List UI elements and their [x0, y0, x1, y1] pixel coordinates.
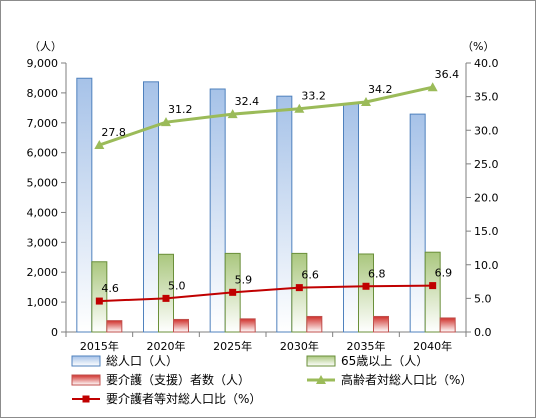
- care-ratio-point: [429, 282, 437, 290]
- left-tick-label: 1,000: [27, 296, 59, 309]
- axes: 0 1,000 2,000 3,000 4,000 5,000 6,000 7,000 8,00…: [27, 40, 499, 353]
- right-axis-unit: （%）: [462, 40, 494, 53]
- elderly-ratio-point: [294, 103, 305, 113]
- care-ratio-label: 6.9: [435, 267, 453, 280]
- bar-care-needed: [439, 317, 456, 333]
- left-tick-label: 4,000: [27, 206, 59, 219]
- care-ratio-label: 5.0: [168, 279, 186, 292]
- legend: 総人口（人） 65歳以上（人） 要介護（支援）者数（人） 高齢者対総人口比（%） 要介護…: [71, 354, 472, 406]
- right-tick-label: 15.0: [474, 225, 499, 238]
- elderly-ratio-line: [98, 85, 433, 147]
- right-tick-label: 0.0: [474, 326, 492, 339]
- elderly-ratio-point: [427, 82, 438, 92]
- bar-care-needed: [373, 315, 389, 333]
- bar-age65-plus: [158, 253, 174, 333]
- right-tick-label: 30.0: [474, 124, 499, 137]
- bar-total-population: [76, 77, 93, 333]
- elderly-ratio-label: 36.4: [435, 68, 460, 81]
- bar-total-population: [209, 88, 226, 333]
- bar-total-population: [409, 113, 426, 333]
- lines: [94, 82, 438, 305]
- legend-marker: [316, 375, 326, 384]
- elderly-ratio-label: 33.2: [301, 90, 326, 103]
- bar-total-population: [143, 81, 159, 333]
- elderly-ratio-label: 27.8: [101, 126, 126, 139]
- elderly-ratio-label: 31.2: [168, 103, 193, 116]
- right-tick-label: 10.0: [474, 259, 499, 272]
- left-tick-label: 9,000: [27, 57, 59, 70]
- x-tick-label: 2015年: [80, 339, 119, 353]
- elderly-ratio-point: [361, 97, 371, 107]
- bar-care-needed: [173, 318, 189, 333]
- elderly-ratio-point: [227, 109, 238, 119]
- bar-care-needed: [306, 315, 323, 333]
- left-tick-label: 7,000: [27, 117, 59, 130]
- legend-label: 要介護（支援）者数（人）: [106, 372, 250, 387]
- x-tick-label: 2030年: [280, 339, 319, 353]
- data-labels: 27.8 31.2 32.4 33.2 34.2 36.4 4.6 5.0 5.9 6.6 6.8 6…: [101, 68, 459, 295]
- care-ratio-point: [229, 288, 237, 296]
- bars: [76, 77, 456, 333]
- right-tick-label: 5.0: [474, 292, 492, 305]
- legend-swatch: [71, 355, 101, 367]
- left-tick-label: 3,000: [27, 236, 59, 249]
- bar-age65-plus: [291, 252, 308, 333]
- legend-swatch: [306, 355, 336, 367]
- legend-label: 65歳以上（人）: [341, 354, 428, 368]
- care-ratio-line: [99, 284, 433, 303]
- left-tick-label: 2,000: [27, 266, 59, 279]
- legend-label: 要介護者等対総人口比（%）: [106, 391, 261, 406]
- left-tick-label: 5,000: [27, 177, 59, 190]
- left-axis-unit: （人）: [29, 40, 62, 53]
- bar-care-needed: [106, 320, 123, 333]
- x-tick-label: 2040年: [413, 339, 452, 353]
- care-ratio-label: 4.6: [101, 282, 119, 295]
- care-ratio-label: 5.9: [235, 273, 253, 286]
- right-tick-label: 35.0: [474, 91, 499, 104]
- care-ratio-point: [162, 294, 170, 302]
- elderly-ratio-label: 32.4: [235, 95, 260, 108]
- bar-total-population: [343, 103, 359, 333]
- bar-age65-plus: [91, 261, 108, 333]
- elderly-ratio-point: [94, 140, 105, 150]
- x-tick-label: 2025年: [213, 339, 252, 353]
- legend-label: 総人口（人）: [106, 354, 178, 368]
- care-ratio-point: [362, 282, 370, 290]
- care-ratio-label: 6.8: [368, 267, 386, 280]
- right-tick-label: 40.0: [474, 57, 499, 70]
- x-tick-label: 2020年: [147, 339, 186, 353]
- bar-care-needed: [239, 318, 256, 333]
- elderly-ratio-label: 34.2: [368, 83, 393, 96]
- left-tick-label: 8,000: [27, 87, 59, 100]
- care-ratio-point: [295, 284, 303, 292]
- left-tick-label: 6,000: [27, 147, 59, 160]
- bar-age65-plus: [358, 253, 374, 333]
- right-tick-label: 20.0: [474, 192, 499, 205]
- legend-swatch: [71, 374, 101, 386]
- legend-marker: [82, 395, 90, 403]
- right-tick-label: 25.0: [474, 158, 499, 171]
- bar-total-population: [276, 95, 293, 333]
- legend-label: 高齢者対総人口比（%）: [341, 372, 472, 387]
- care-ratio-label: 6.6: [301, 269, 319, 282]
- elderly-ratio-point: [161, 117, 171, 127]
- left-tick-label: 0: [51, 326, 58, 339]
- x-tick-label: 2035年: [347, 339, 386, 353]
- care-ratio-point: [95, 297, 103, 305]
- bar-age65-plus: [424, 251, 441, 333]
